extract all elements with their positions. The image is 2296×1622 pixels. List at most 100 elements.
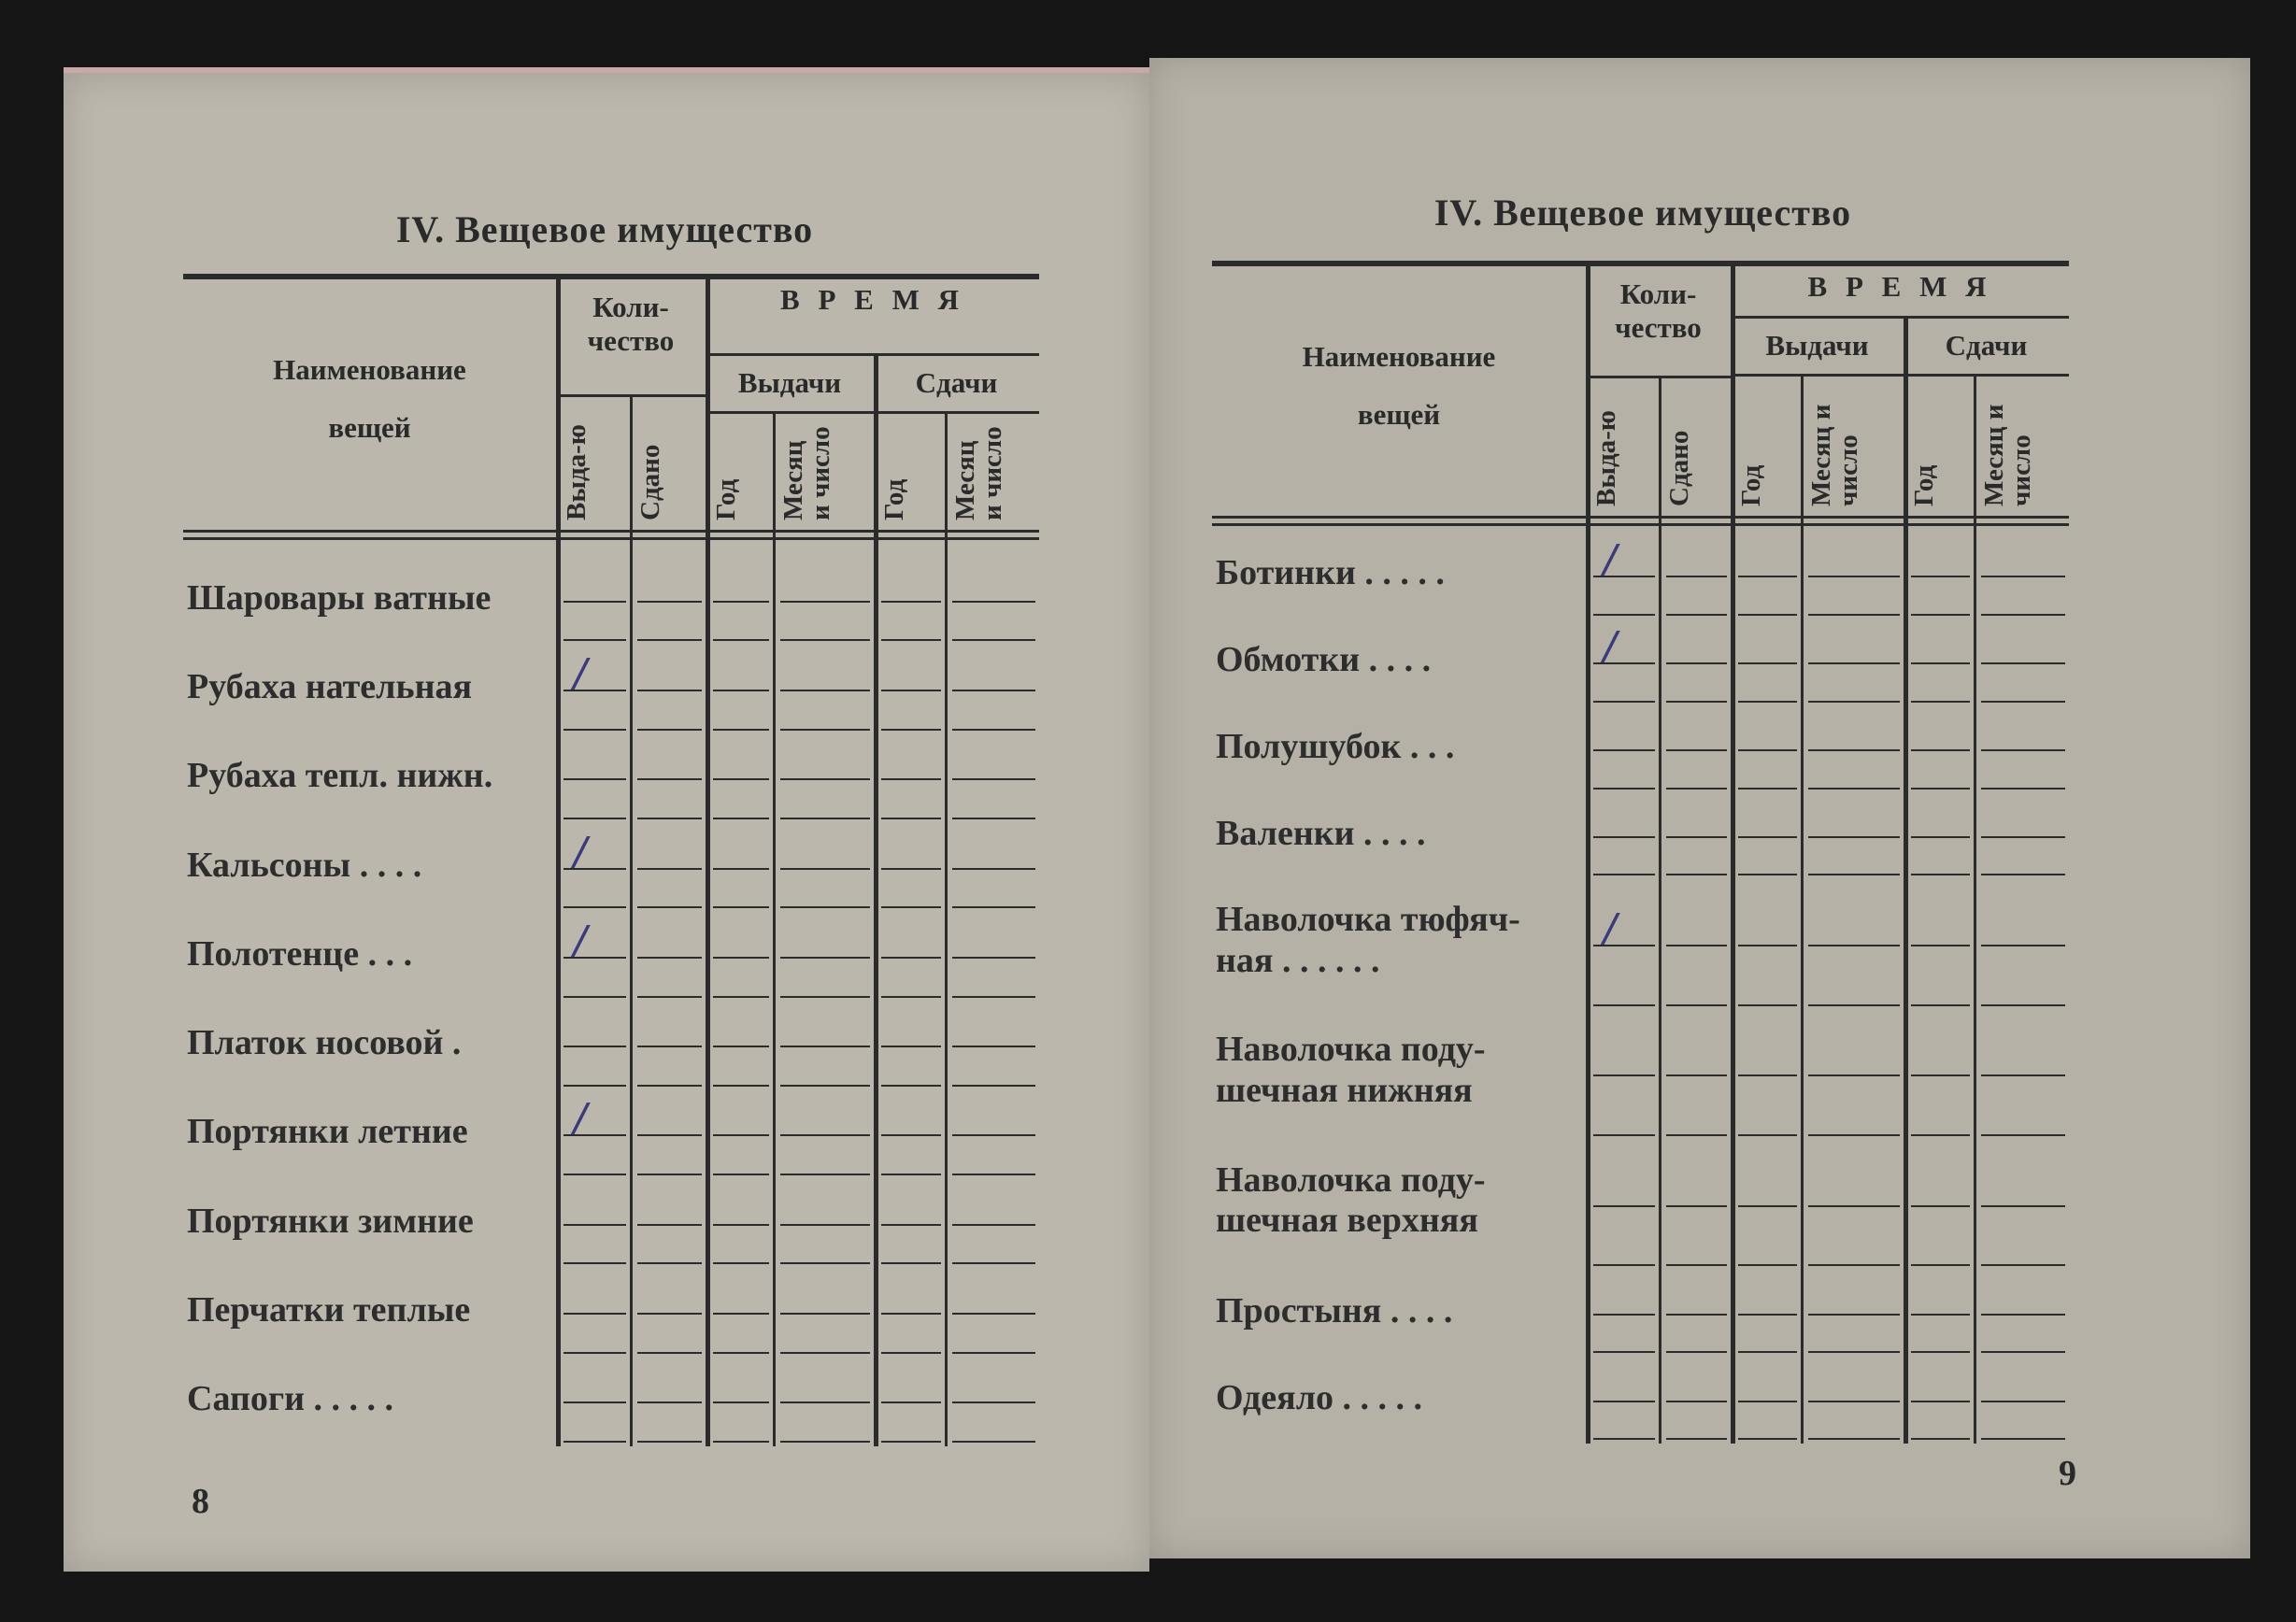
item-label-line: Сапоги . . . . . — [187, 1379, 393, 1419]
item-label-line: Портянки зимние — [187, 1201, 474, 1241]
row-rule — [1593, 1074, 1655, 1077]
row-rule — [1666, 613, 1727, 616]
row-rule — [780, 817, 870, 819]
row-rule — [637, 728, 702, 731]
row-rule — [952, 1174, 1035, 1176]
row-rule — [952, 600, 1035, 603]
row-rule — [1808, 836, 1900, 838]
row-rule — [713, 728, 769, 731]
row-rule — [1666, 1400, 1727, 1402]
header-quantity: Коли-чество — [556, 291, 706, 357]
row-rule — [1738, 1313, 1797, 1316]
row-rule — [1808, 1400, 1900, 1402]
issued-checkmark: / — [573, 649, 587, 698]
item-label-line: Портянки летние — [187, 1112, 468, 1152]
row-rule — [713, 689, 769, 691]
row-rule — [1911, 1438, 1970, 1440]
row-rule — [1666, 1264, 1727, 1267]
table-top-rule — [183, 274, 1039, 279]
row-rule — [1738, 836, 1797, 838]
row-rule — [780, 867, 870, 870]
row-rule — [637, 639, 702, 642]
row-rule — [1738, 1400, 1797, 1402]
row-rule — [1808, 1204, 1900, 1207]
header-time: В Р Е М Я — [1807, 270, 1992, 303]
row-rule — [1981, 749, 2065, 752]
row-rule — [952, 1401, 1035, 1404]
row-rule — [780, 1351, 870, 1354]
item-label-line: Обмотки . . . . — [1216, 640, 1432, 680]
row-rule — [1808, 945, 1900, 947]
row-rule — [952, 995, 1035, 998]
row-rule — [1593, 874, 1655, 876]
row-rule — [1981, 1003, 2065, 1006]
header-quantity-line: чество — [1615, 310, 1702, 344]
header-name: Наименование вещей — [183, 353, 556, 468]
header-name-line: вещей — [1357, 397, 1441, 431]
row-rule — [1911, 662, 1970, 665]
header-time: В Р Е М Я — [780, 283, 964, 316]
row-rule — [1808, 1074, 1900, 1077]
column-line — [1904, 316, 1908, 1444]
row-rule — [780, 639, 870, 642]
item-label-line: Шаровары ватные — [187, 577, 492, 618]
header-month: Месяц и число — [1806, 404, 1863, 506]
row-rule — [1666, 700, 1727, 703]
header-issue: Выдачи — [1765, 329, 1869, 362]
row-rule — [1911, 1400, 1970, 1402]
row-rule — [563, 600, 626, 603]
row-rule — [563, 1134, 626, 1137]
header-year: Год — [1909, 464, 1939, 506]
item-label-line: Рубаха тепл. нижн. — [187, 756, 493, 796]
row-rule — [881, 867, 941, 870]
item-label: Рубаха тепл. нижн. — [187, 756, 492, 797]
row-rule — [637, 1441, 702, 1443]
row-rule — [713, 1313, 769, 1316]
right-page — [1149, 58, 2250, 1558]
row-rule — [1911, 1351, 1970, 1354]
row-rule — [713, 1401, 769, 1404]
header-return: Сдачи — [915, 366, 998, 399]
row-rule — [713, 817, 769, 819]
header-bottom-rule — [1212, 523, 2069, 526]
row-rule — [1738, 1351, 1797, 1354]
row-rule — [1808, 749, 1900, 752]
row-rule — [1981, 1204, 2065, 1207]
row-rule — [881, 1174, 941, 1176]
row-rule — [952, 1351, 1035, 1354]
row-rule — [637, 1046, 702, 1048]
row-rule — [881, 1084, 941, 1087]
page-title: IV. Вещевое имущество — [395, 208, 814, 250]
row-rule — [1666, 1351, 1727, 1354]
row-rule — [1593, 1204, 1655, 1207]
item-label: Платок носовой . — [187, 1023, 461, 1064]
row-rule — [881, 1441, 941, 1443]
issued-checkmark: / — [573, 828, 587, 876]
row-rule — [1911, 1003, 1970, 1006]
row-rule — [952, 1134, 1035, 1137]
row-rule — [1593, 613, 1655, 616]
row-rule — [1593, 1400, 1655, 1402]
header-quantity: Коли-чество — [1586, 277, 1731, 344]
item-label-line: ная . . . . . . — [1216, 940, 1380, 980]
row-rule — [713, 1223, 769, 1226]
row-rule — [1808, 662, 1900, 665]
header-issue: Выдачи — [737, 366, 842, 399]
row-rule — [1981, 874, 2065, 876]
row-rule — [563, 817, 626, 819]
row-rule — [637, 956, 702, 959]
row-rule — [1666, 787, 1727, 790]
row-rule — [780, 728, 870, 731]
row-rule — [1808, 1264, 1900, 1267]
row-rule — [881, 1262, 941, 1265]
row-rule — [780, 1134, 870, 1137]
row-rule — [563, 1351, 626, 1354]
item-label: Сапоги . . . . . — [187, 1379, 393, 1420]
row-rule — [563, 1401, 626, 1404]
row-rule — [713, 600, 769, 603]
row-rule — [637, 1084, 702, 1087]
row-rule — [1981, 1351, 2065, 1354]
row-rule — [881, 728, 941, 731]
row-rule — [1666, 1003, 1727, 1006]
header-bottom-rule — [183, 537, 1039, 540]
